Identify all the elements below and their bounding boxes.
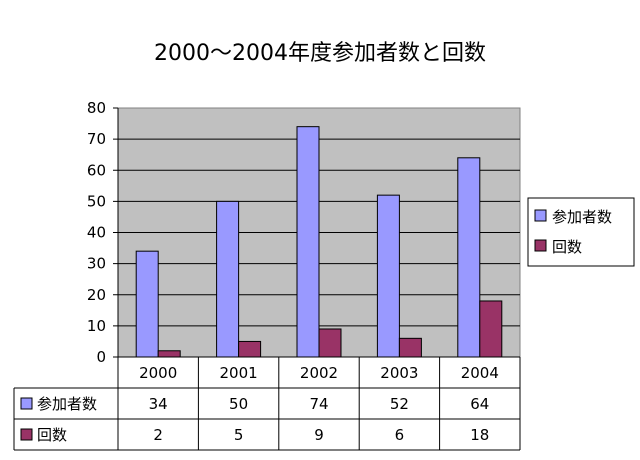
bar-count <box>318 328 342 358</box>
category-label: 2003 <box>380 364 418 382</box>
y-tick-label: 20 <box>87 286 106 304</box>
bar-participants <box>296 126 320 358</box>
data-label: 50 <box>229 395 248 413</box>
legend-label: 回数 <box>552 238 582 256</box>
table-series-key <box>20 397 33 410</box>
data-label: 74 <box>309 395 328 413</box>
category-label: 2002 <box>300 364 338 382</box>
y-tick-label: 40 <box>87 224 106 242</box>
data-label: 64 <box>470 395 489 413</box>
data-label: 2 <box>153 426 163 444</box>
table-series-name: 参加者数 <box>37 395 97 413</box>
bar-count <box>157 350 181 358</box>
bar-participants <box>376 194 400 358</box>
bar-participants <box>216 200 240 358</box>
data-label: 34 <box>149 395 168 413</box>
data-label: 5 <box>234 426 244 444</box>
y-tick-label: 70 <box>87 130 106 148</box>
bar-count <box>398 337 422 358</box>
legend-box <box>527 197 635 267</box>
bar-participants <box>457 157 481 358</box>
y-tick-label: 0 <box>96 348 106 366</box>
y-tick-label: 30 <box>87 255 106 273</box>
data-label: 9 <box>314 426 324 444</box>
chart-title: 2000～2004年度参加者数と回数 <box>154 41 486 66</box>
y-tick-label: 10 <box>87 317 106 335</box>
category-label: 2001 <box>220 364 258 382</box>
legend-swatch <box>534 209 547 222</box>
bar-participants <box>135 250 159 358</box>
data-label: 6 <box>395 426 405 444</box>
data-label: 18 <box>470 426 489 444</box>
y-tick-label: 60 <box>87 161 106 179</box>
table-series-name: 回数 <box>37 426 67 444</box>
y-tick-label: 80 <box>87 99 106 117</box>
bar-count <box>479 300 503 358</box>
table-series-key <box>20 428 33 441</box>
data-label: 52 <box>390 395 409 413</box>
category-label: 2004 <box>461 364 499 382</box>
legend-swatch <box>534 239 547 252</box>
category-label: 2000 <box>139 364 177 382</box>
plot-area: 0 10 20 30 40 50 60 70 80 2000 2001 2002 2003 2004 参加者… <box>13 99 521 451</box>
y-tick-label: 50 <box>87 192 106 210</box>
bar-count <box>238 340 262 358</box>
legend-label: 参加者数 <box>552 208 612 226</box>
